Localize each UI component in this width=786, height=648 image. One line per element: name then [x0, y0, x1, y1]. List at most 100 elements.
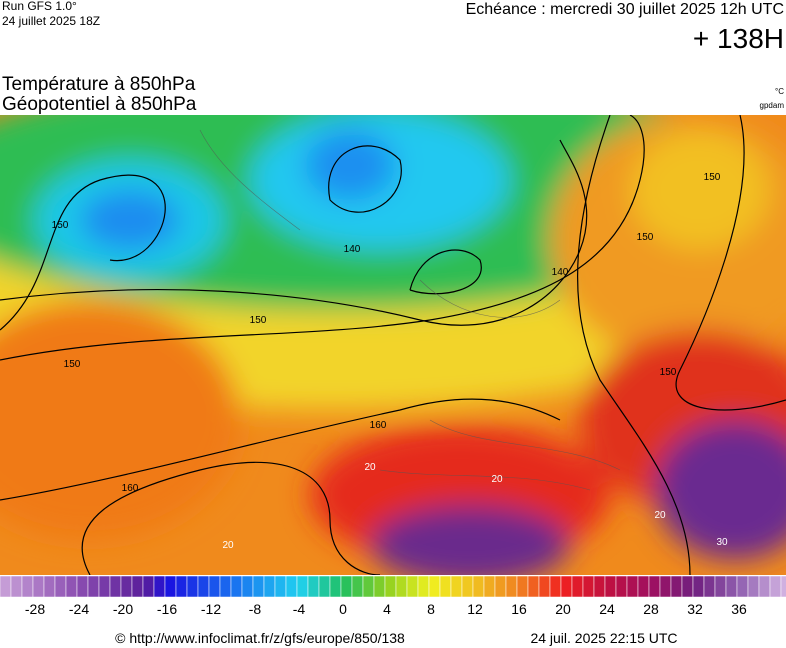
colorbar-cell	[780, 575, 786, 598]
colorbar-cell	[725, 575, 738, 598]
colorbar-cell	[758, 575, 771, 598]
colorbar-cell	[670, 575, 683, 598]
contour-label: 150	[52, 220, 69, 231]
colorbar-tick-label: -28	[25, 601, 45, 617]
colorbar-cell	[120, 575, 133, 598]
colorbar-cell	[439, 575, 452, 598]
colorbar-tick-label: -24	[69, 601, 89, 617]
colorbar-cell	[153, 575, 166, 598]
colorbar-cell	[483, 575, 496, 598]
colorbar-cell	[571, 575, 584, 598]
colorbar-tick-label: 4	[383, 601, 391, 617]
colorbar-cell	[274, 575, 287, 598]
map: 150 140 150 150 140 150 150 150 160 160 20 20 20 20 30	[0, 115, 786, 575]
footer-url: © http://www.infoclimat.fr/z/gfs/europe/…	[115, 630, 405, 646]
colorbar-cell	[76, 575, 89, 598]
contour-label: 150	[637, 232, 654, 243]
colorbar-cell	[32, 575, 45, 598]
colorbar-cell	[450, 575, 463, 598]
colorbar-cell	[494, 575, 507, 598]
colorbar-cell	[714, 575, 727, 598]
colorbar-cell	[329, 575, 342, 598]
colorbar-tick-label: 32	[687, 601, 703, 617]
colorbar-cell	[351, 575, 364, 598]
colorbar-cell	[582, 575, 595, 598]
colorbar-cell	[637, 575, 650, 598]
colorbar-cell	[472, 575, 485, 598]
colorbar-tick-label: -4	[293, 601, 306, 617]
colorbar-cell	[318, 575, 331, 598]
colorbar-cell	[98, 575, 111, 598]
run-date: 24 juillet 2025 18Z	[2, 14, 100, 28]
colorbar-cell	[681, 575, 694, 598]
colorbar-tick-label: -16	[157, 601, 177, 617]
colorbar-tick-label: -8	[249, 601, 262, 617]
colorbar-cell	[340, 575, 353, 598]
colorbar-cell	[538, 575, 551, 598]
colorbar-cell	[417, 575, 430, 598]
colorbar-cell	[21, 575, 34, 598]
colorbar-tick-label: 28	[643, 601, 659, 617]
colorbar-cell	[131, 575, 144, 598]
echeance: Echéance : mercredi 30 juillet 2025 12h …	[466, 1, 784, 18]
colorbar-cell	[560, 575, 573, 598]
unit: gpdam	[760, 101, 785, 110]
contour-label: 160	[122, 483, 139, 494]
contour-label: 140	[552, 267, 569, 278]
contour-label: 160	[370, 420, 387, 431]
unit: °C	[775, 87, 784, 96]
colorbar-tick-label: 8	[427, 601, 435, 617]
colorbar-cell	[252, 575, 265, 598]
colorbar-cell	[109, 575, 122, 598]
contour-label: 30	[716, 537, 728, 548]
colorbar-cell	[648, 575, 661, 598]
colorbar-cell	[747, 575, 760, 598]
contour-label: 20	[364, 462, 376, 473]
colorbar-tick-label: 16	[511, 601, 527, 617]
colorbar-cell	[549, 575, 562, 598]
colorbar-cell	[164, 575, 177, 598]
contour-label: 150	[704, 172, 721, 183]
colorbar-cell	[208, 575, 221, 598]
colorbar-cell	[307, 575, 320, 598]
colorbar-cell	[461, 575, 474, 598]
colorbar-tick-label: 0	[339, 601, 347, 617]
colorbar-cell	[516, 575, 529, 598]
contour-label: 150	[250, 315, 267, 326]
colorbar-cell	[362, 575, 375, 598]
colorbar-tick-label: 36	[731, 601, 747, 617]
colorbar-cell	[186, 575, 199, 598]
colorbar-cell	[175, 575, 188, 598]
contour-label: 150	[660, 367, 677, 378]
colorbar-cell	[230, 575, 243, 598]
colorbar-cell	[769, 575, 782, 598]
colorbar-tick-label: 20	[555, 601, 571, 617]
colorbar-cell	[219, 575, 232, 598]
colorbar-cell	[626, 575, 639, 598]
colorbar-cell	[263, 575, 276, 598]
colorbar-cell	[406, 575, 419, 598]
lead-time: + 138H	[693, 23, 784, 54]
colorbar-cell	[197, 575, 210, 598]
colorbar-cell	[142, 575, 155, 598]
colorbar-cell	[43, 575, 56, 598]
contour-label: 140	[344, 244, 361, 255]
colorbar-tick-label: 24	[599, 601, 615, 617]
colorbar-cell	[0, 575, 12, 598]
colorbar-cell	[703, 575, 716, 598]
colorbar-cell	[615, 575, 628, 598]
colorbar-cell	[285, 575, 298, 598]
contour-label: 150	[64, 359, 81, 370]
footer-time: 24 juil. 2025 22:15 UTC	[530, 630, 677, 646]
title: Géopotentiel à 850hPa	[2, 94, 197, 115]
colorbar-cell	[692, 575, 705, 598]
colorbar-cell	[87, 575, 100, 598]
colorbar-tick-label: -12	[201, 601, 221, 617]
colorbar-cell	[296, 575, 309, 598]
colorbar-cell	[604, 575, 617, 598]
colorbar-cell	[659, 575, 672, 598]
colorbar-cell	[505, 575, 518, 598]
colorbar-cell	[736, 575, 749, 598]
colorbar-cell	[384, 575, 397, 598]
